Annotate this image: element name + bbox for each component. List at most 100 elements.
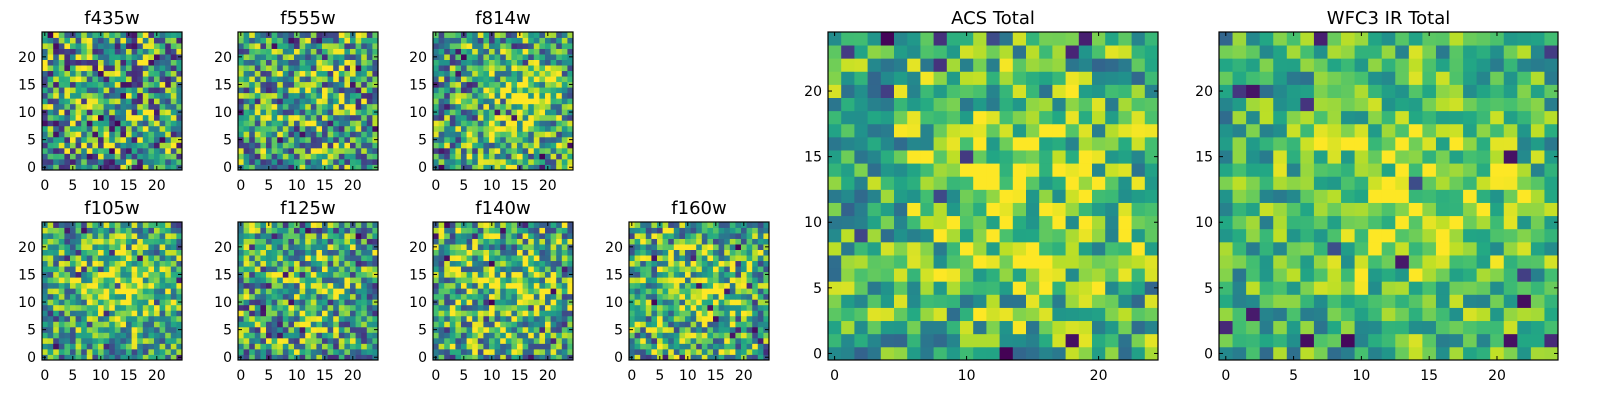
heatmap-cell — [494, 114, 501, 121]
heatmap-cell — [120, 48, 127, 55]
heatmap-cell — [539, 255, 546, 262]
heatmap-cell — [645, 304, 652, 311]
heatmap-cell — [249, 244, 256, 250]
heatmap-cell — [528, 354, 535, 361]
heatmap-cell — [327, 136, 334, 143]
heatmap-cell — [372, 227, 379, 234]
heatmap-cell — [350, 76, 356, 83]
heatmap-cell — [64, 87, 71, 94]
heatmap-cell — [58, 43, 65, 49]
heatmap-cell — [483, 260, 490, 267]
heatmap-cell — [305, 65, 312, 72]
heatmap-cell — [545, 321, 551, 328]
heatmap-cell — [567, 282, 574, 289]
heatmap-cell — [1078, 228, 1093, 243]
heatmap-cell — [438, 326, 445, 333]
heatmap-cell — [333, 293, 340, 300]
heatmap-cell — [58, 87, 65, 94]
heatmap-cell — [260, 238, 267, 245]
heatmap-cell — [489, 158, 495, 165]
heatmap-cell — [561, 304, 568, 311]
heatmap-cell — [103, 136, 110, 143]
x-tick-label: 15 — [511, 178, 529, 194]
heatmap-cell — [316, 282, 323, 289]
heatmap-cell — [685, 227, 691, 234]
heatmap-cell — [64, 43, 71, 49]
heatmap-cell — [763, 266, 770, 273]
heatmap-cell — [277, 158, 284, 165]
heatmap-cell — [894, 189, 908, 203]
heatmap-cell — [109, 348, 116, 355]
heatmap-cell — [1052, 268, 1066, 282]
heatmap-cell — [327, 120, 334, 127]
heatmap-cell — [707, 238, 714, 245]
panel-title: f160w — [671, 198, 726, 219]
heatmap-cell — [522, 310, 529, 317]
heatmap-cell — [47, 70, 54, 77]
heatmap-cell — [176, 293, 183, 300]
heatmap-cell — [867, 294, 882, 308]
heatmap-cell — [137, 343, 144, 350]
heatmap-cell — [841, 202, 855, 217]
heatmap-cell — [1092, 202, 1106, 217]
heatmap-cell — [533, 304, 540, 311]
heatmap-cell — [249, 48, 256, 55]
heatmap-cell — [103, 326, 110, 333]
heatmap-cell — [946, 163, 961, 177]
heatmap-cell — [176, 233, 183, 239]
heatmap-cell — [372, 103, 379, 110]
heatmap-cell — [880, 294, 895, 308]
heatmap-cell — [933, 202, 948, 217]
heatmap-cell — [316, 222, 323, 228]
heatmap-cell — [444, 343, 451, 350]
heatmap-cell — [58, 114, 65, 121]
heatmap-cell — [338, 277, 345, 284]
heatmap-cell — [137, 271, 144, 278]
heatmap-cell — [449, 114, 456, 121]
heatmap-cell — [92, 59, 99, 66]
heatmap-cell — [533, 343, 540, 350]
heatmap-cell — [567, 348, 574, 355]
heatmap-cell — [322, 299, 328, 306]
heatmap-cell — [550, 304, 557, 311]
heatmap-cell — [277, 227, 284, 234]
heatmap-cell — [629, 266, 635, 273]
heatmap-cell — [126, 54, 132, 60]
heatmap-cell — [1078, 189, 1093, 203]
heatmap-cell — [310, 321, 317, 328]
heatmap-cell — [668, 266, 675, 273]
heatmap-cell — [662, 249, 669, 256]
heatmap-cell — [338, 260, 345, 267]
heatmap-cell — [522, 48, 529, 55]
heatmap-cell — [322, 332, 328, 339]
heatmap-cell — [696, 244, 703, 250]
heatmap-cell — [466, 348, 473, 355]
heatmap-cell — [505, 282, 512, 289]
heatmap-cell — [517, 142, 523, 149]
heatmap-cell — [92, 142, 99, 149]
heatmap-cell — [1105, 241, 1119, 256]
heatmap-cell — [42, 70, 48, 77]
heatmap-cell — [444, 277, 451, 284]
heatmap-cell — [366, 255, 373, 262]
heatmap-cell — [238, 120, 244, 127]
heatmap-cell — [372, 321, 379, 328]
heatmap-cell — [1039, 346, 1053, 361]
heatmap-cell — [946, 202, 961, 217]
heatmap-cell — [165, 131, 172, 138]
heatmap-cell — [142, 43, 149, 49]
heatmap-cell — [266, 43, 272, 49]
heatmap-cell — [505, 87, 512, 94]
heatmap-cell — [154, 59, 160, 66]
heatmap-cell — [690, 277, 697, 284]
heatmap-cell — [528, 153, 535, 160]
heatmap-cell — [685, 315, 691, 322]
heatmap-cell — [556, 87, 563, 94]
heatmap-cell — [511, 332, 518, 339]
heatmap-cell — [47, 238, 54, 245]
heatmap-cell — [757, 255, 764, 262]
heatmap-cell — [477, 142, 484, 149]
heatmap-cell — [735, 348, 742, 355]
heatmap-cell — [528, 304, 535, 311]
heatmap-cell — [880, 268, 895, 282]
